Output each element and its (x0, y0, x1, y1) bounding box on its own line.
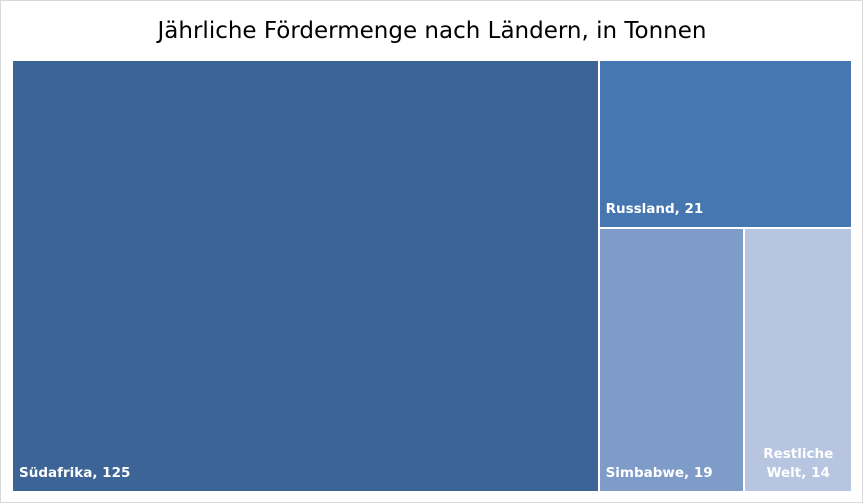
treemap-label: Restliche Welt, 14 (763, 446, 834, 481)
treemap-tile-simbabwe: Simbabwe, 19 (598, 228, 745, 492)
treemap-tile-restliche-welt: Restliche Welt, 14 (744, 228, 852, 492)
treemap-tile-südafrika: Südafrika, 125 (12, 60, 599, 492)
chart-title: Jährliche Fördermenge nach Ländern, in T… (157, 18, 707, 44)
treemap: Südafrika, 125 Russland, 21 Simbabwe, 19 Re… (12, 60, 852, 492)
treemap-tile-russland: Russland, 21 (598, 60, 852, 228)
treemap-label: Simbabwe, 19 (605, 465, 713, 481)
treemap-label: Südafrika, 125 (19, 465, 131, 481)
treemap-label: Russland, 21 (605, 201, 704, 217)
